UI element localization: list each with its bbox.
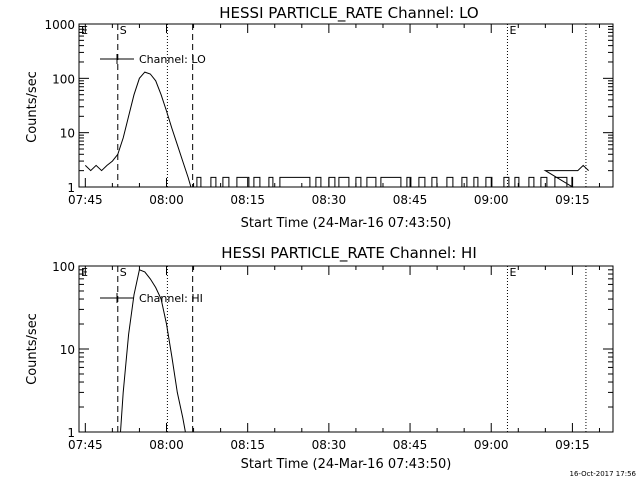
hi-series-0 (120, 269, 186, 433)
lo-ytick-label-3: 1000 (44, 18, 75, 32)
hi-xtick-label-6: 09:15 (555, 438, 590, 452)
lo-marker-label-0: E (81, 24, 88, 37)
lo-ytick-label-1: 10 (60, 127, 75, 141)
hi-ytick-label-1: 10 (60, 343, 75, 357)
panel-lo-title: HESSI PARTICLE_RATE Channel: LO (219, 4, 478, 23)
panel-hi-axes-box (78, 265, 614, 433)
hi-marker-label-1: S (120, 266, 127, 279)
panel-hi: HESSI PARTICLE_RATE Channel: HI 07:45 08:… (25, 244, 614, 472)
lo-marker-label-1: S (120, 24, 127, 37)
lo-series-0 (84, 71, 192, 188)
hi-ytick-label-2: 100 (52, 260, 75, 274)
lo-xtick-label-1: 08:00 (149, 193, 184, 207)
hi-xtick-label-5: 09:00 (474, 438, 509, 452)
lo-xtick-label-6: 09:15 (555, 193, 590, 207)
panel-hi-ylabel: Counts/sec (25, 313, 40, 385)
hi-xtick-label-1: 08:00 (149, 438, 184, 452)
panel-hi-marks: 07:45 08:00 08:15 08:30 08:45 09:00 09:15 1 10 10… (52, 260, 613, 452)
hi-xtick-label-3: 08:30 (312, 438, 347, 452)
lo-ytick-label-0: 1 (67, 181, 75, 195)
panel-lo-ylabel: Counts/sec (25, 71, 40, 143)
panel-lo-marks: 07:45 08:00 08:15 08:30 08:45 09:00 09:15 1 10 10… (44, 18, 613, 207)
panel-lo: HESSI PARTICLE_RATE Channel: LO 07:45 08:… (25, 4, 614, 231)
hi-xtick-label-4: 08:45 (393, 438, 428, 452)
lo-xtick-label-3: 08:30 (312, 193, 347, 207)
lo-marker-label-4: E (509, 24, 516, 37)
lo-series-1 (190, 164, 589, 188)
panel-hi-legend-label: Channel: HI (139, 292, 203, 305)
lo-ytick-label-2: 100 (52, 72, 75, 86)
panel-hi-xlabel: Start Time (24-Mar-16 07:43:50) (241, 457, 452, 472)
lo-xtick-label-4: 08:45 (393, 193, 428, 207)
hi-ytick-label-0: 1 (67, 426, 75, 440)
lo-xtick-label-5: 09:00 (474, 193, 509, 207)
panel-lo-legend-label: Channel: LO (139, 53, 206, 66)
footer-timestamp: 16-Oct-2017 17:56 (570, 470, 637, 478)
hi-marker-label-0: E (81, 266, 88, 279)
panel-hi-title: HESSI PARTICLE_RATE Channel: HI (221, 244, 477, 263)
hi-marker-label-4: E (509, 266, 516, 279)
panel-lo-xlabel: Start Time (24-Mar-16 07:43:50) (241, 216, 452, 231)
lo-xtick-label-0: 07:45 (68, 193, 103, 207)
lo-xtick-label-2: 08:15 (230, 193, 265, 207)
hi-xtick-label-0: 07:45 (68, 438, 103, 452)
hi-xtick-label-2: 08:15 (230, 438, 265, 452)
panel-lo-axes-box (78, 23, 614, 188)
